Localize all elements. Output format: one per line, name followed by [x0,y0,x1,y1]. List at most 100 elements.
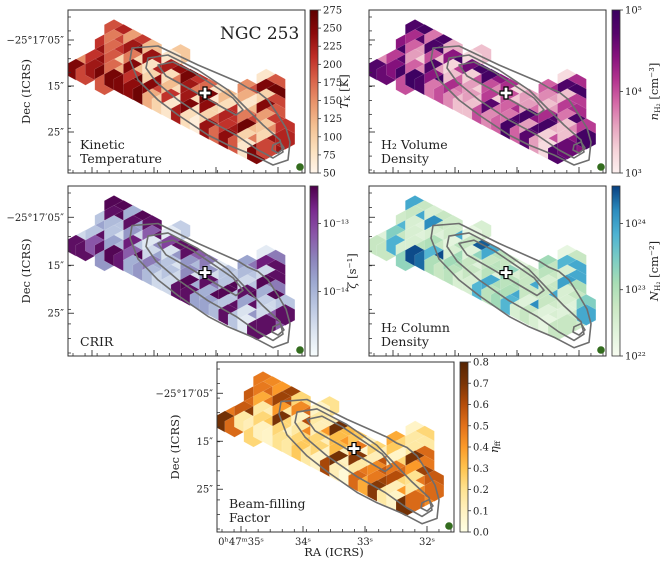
x-axis-title: RA (ICRS) [304,545,363,559]
y-axis-title: Dec (ICRS) [19,239,33,304]
plot-frame [368,185,607,357]
y-axis-title: Dec (ICRS) [168,415,182,480]
colorbar-title: ηff [487,440,502,453]
contour-line [458,239,545,297]
panel-label: CRIR [80,334,114,349]
contour-line [446,232,585,342]
center-marker-icon [499,265,513,280]
y-axis-title: Dec (ICRS) [19,59,33,124]
colorbar-tick-label: 0.3 [473,464,489,475]
panel-label: Factor [229,510,270,525]
colorbar-tick-label: 75 [323,150,336,161]
colorbar-tick-label: 100 [323,132,342,143]
contour-line [446,54,585,159]
colorbar-tick-label: 10²³ [625,285,646,296]
contour-line [145,54,284,159]
colorbar-tick-label: 0.5 [473,421,489,432]
contour-line [430,222,592,349]
center-marker-icon [198,86,212,100]
plot-frame [216,361,455,533]
colorbar-title: NH₂ [cm⁻²] [647,241,662,302]
contour-line [278,398,440,525]
plot-frame [368,9,607,174]
colorbar-tick-label: 150 [323,96,342,107]
plot-frame [67,9,306,174]
dec-tick-label: 25″ [197,485,214,496]
colorbar-tick-label: 0.8 [473,358,489,369]
colorbar-tick-label: 275 [323,6,342,17]
panel-label: Density [381,151,430,166]
contour-line [271,322,285,336]
colorbar [309,9,319,174]
colorbar-tick-label: 0.0 [473,528,489,539]
dec-tick-label: 25″ [48,128,65,139]
colorbar-tick-label: 200 [323,60,342,71]
contour-line [420,498,434,512]
colorbar-title: TK [K] [337,74,352,109]
colorbar-tick-label: 50 [323,169,336,180]
colorbar-tick-label: 0.2 [473,485,489,496]
hex-cell [405,489,426,512]
colorbar-tick-label: 125 [323,114,342,125]
colorbar-tick-label: 250 [323,24,342,35]
panel-crir: −25°17′05″ 15″ 25″ Dec (ICRS) CRIR 10⁻¹⁴ 10⁻¹³… [6,185,359,357]
hex-cell [557,313,578,336]
colorbar-tick-label: 0.1 [473,506,489,517]
colorbar-title: nH₂ [cm⁻³] [647,63,662,121]
colorbar-tick-label: 10²⁴ [625,219,646,230]
panel-label: Temperature [80,151,162,166]
panel-label: Kinetic [80,137,125,152]
hex-cell [275,303,296,326]
panel-label: Density [381,334,430,349]
hex-cell [576,303,597,326]
colorbar-tick-label: 10⁵ [625,6,642,17]
ra-tick-label: 0ʰ47ᵐ35ˢ [218,537,264,548]
center-marker-icon [198,265,212,280]
contour-line [129,222,291,349]
beam-size-icon [445,522,453,530]
colorbar-tick-label: 0.4 [473,443,489,454]
dec-tick-label: −25°17′05″ [6,36,64,47]
contour-line [572,322,586,336]
colorbar-tick-label: 175 [323,78,342,89]
colorbar [459,361,469,533]
panel-eff: −25°17′05″ 15″ 25″ Dec (ICRS) 0ʰ47ᵐ35ˢ 34ˢ 33ˢ… [155,358,502,549]
hex-cell [256,313,277,336]
colorbar-tick-label: 10⁻¹³ [323,219,349,230]
ra-tick-label: 34ˢ [295,537,311,548]
dec-tick-label: 15″ [197,437,214,448]
beam-size-icon [296,163,304,171]
panel-label: H₂ Volume [381,137,448,152]
contour-line [271,141,285,154]
dec-tick-label: −25°17′05″ [155,389,213,400]
colorbar [309,185,319,357]
colorbar-tick-label: 0.6 [473,400,489,411]
object-name-title: NGC 253 [220,24,299,44]
dec-tick-label: 15″ [48,261,65,272]
ra-tick-label: 32ˢ [419,537,435,548]
contour-line [145,232,284,342]
colorbar-tick-label: 225 [323,42,342,53]
contour-line [129,45,291,166]
center-marker-icon [347,441,361,456]
plot-frame [67,185,306,357]
dec-tick-label: 15″ [48,82,65,93]
ra-tick-label: 33ˢ [357,537,373,548]
panel-label: H₂ Column [381,320,450,335]
colorbar [611,185,621,357]
contour-line [294,408,433,518]
beam-size-icon [597,346,605,354]
contour-line [572,141,586,154]
contour-line [458,61,545,116]
colorbar-tick-label: 0.7 [473,379,489,390]
colorbar-tick-label: 10²² [625,352,646,363]
hex-cell [424,479,445,502]
colorbar-tick-label: 10⁻¹⁴ [323,287,349,298]
colorbar-title: ζ [s⁻¹] [345,253,359,288]
beam-size-icon [597,163,605,171]
colorbar [611,9,621,174]
center-marker-icon [499,86,513,100]
